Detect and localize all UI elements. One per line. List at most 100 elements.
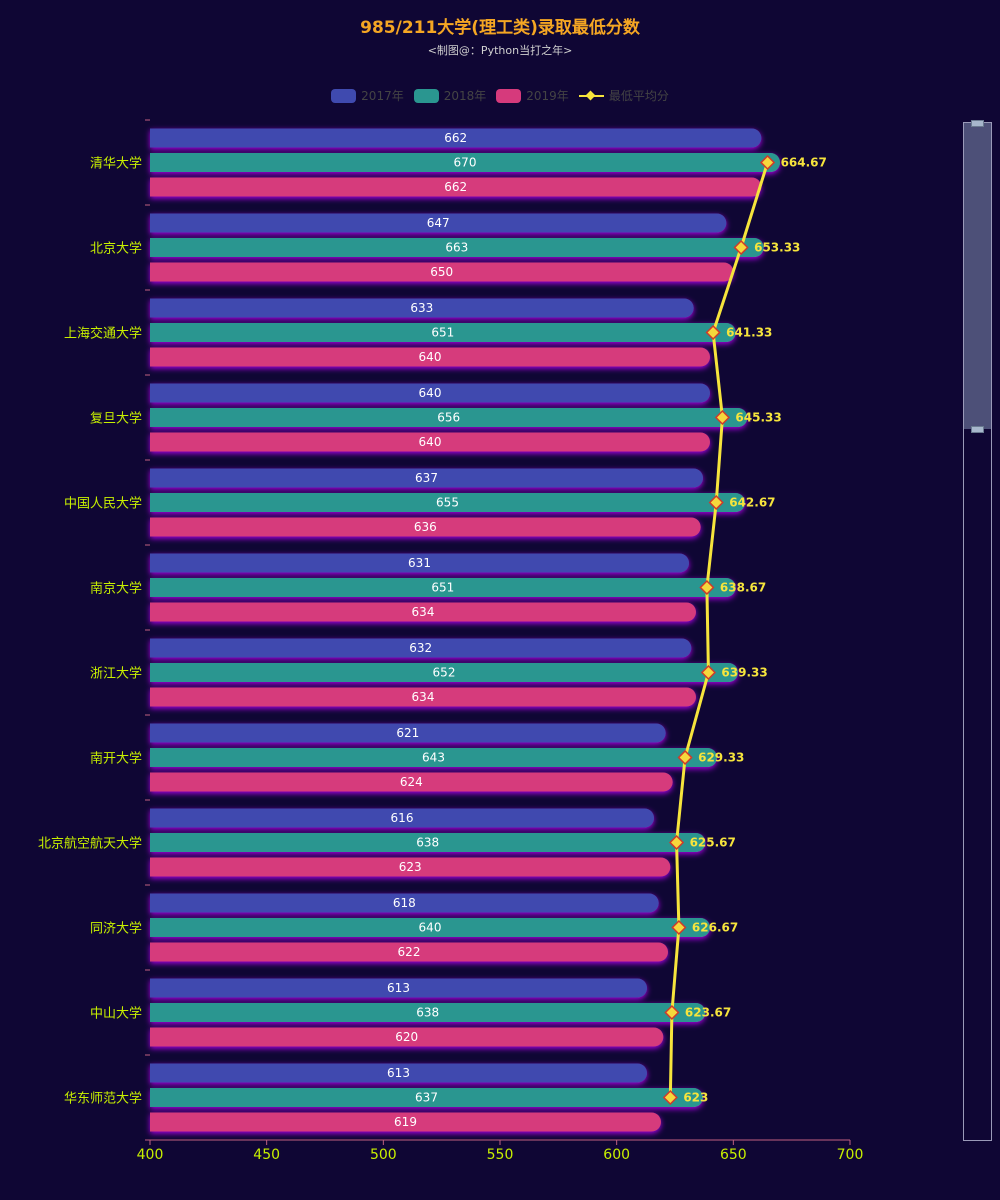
average-point[interactable] (705, 324, 721, 341)
datazoom-selected-range[interactable] (964, 123, 991, 429)
bar-value-label: 640 (419, 435, 442, 449)
bar[interactable] (150, 213, 727, 233)
category-label: 北京航空航天大学 (38, 836, 142, 852)
bar[interactable] (150, 383, 710, 403)
bar[interactable] (150, 687, 696, 707)
legend-item-2019[interactable]: 2019年 (496, 87, 569, 104)
bar-value-label: 640 (419, 350, 442, 364)
bar[interactable] (150, 177, 762, 197)
average-point[interactable] (733, 239, 749, 256)
legend-item-average[interactable]: 最低平均分 (578, 87, 669, 104)
average-value-label: 642.67 (729, 496, 775, 510)
bar[interactable] (150, 663, 738, 682)
average-point[interactable] (714, 409, 730, 426)
bar[interactable] (150, 833, 706, 852)
bar[interactable] (150, 723, 666, 743)
bar[interactable] (150, 978, 647, 998)
average-point[interactable] (677, 749, 693, 766)
legend-label-average: 最低平均分 (608, 89, 669, 103)
average-value-label: 638.67 (720, 581, 766, 595)
bar[interactable] (150, 128, 762, 148)
bar-value-label: 655 (436, 496, 459, 510)
legend: 2017年 2018年 2019年 最低平均分 (0, 87, 1000, 104)
bar[interactable] (150, 323, 736, 342)
bar-value-label: 662 (444, 180, 467, 194)
x-tick-label: 700 (837, 1147, 864, 1163)
average-value-label: 664.67 (781, 156, 827, 170)
datazoom-handle-bottom[interactable] (971, 426, 984, 433)
bar-value-label: 652 (433, 666, 456, 680)
legend-label-2019: 2019年 (526, 89, 569, 103)
bar[interactable] (150, 942, 668, 962)
bar-value-label: 613 (387, 981, 410, 995)
legend-item-2017[interactable]: 2017年 (331, 87, 404, 104)
bar[interactable] (150, 808, 654, 828)
average-point[interactable] (671, 919, 687, 936)
bar[interactable] (150, 1003, 706, 1022)
bar[interactable] (150, 893, 659, 913)
average-value-label: 625.67 (690, 836, 736, 850)
bar[interactable] (150, 517, 701, 537)
bar[interactable] (150, 238, 764, 257)
bar[interactable] (150, 578, 736, 597)
bar[interactable] (150, 493, 745, 512)
bar[interactable] (150, 262, 734, 282)
bar[interactable] (150, 748, 717, 767)
bar[interactable] (150, 918, 710, 937)
bar-value-label: 624 (400, 775, 423, 789)
bar-value-label: 613 (387, 1066, 410, 1080)
bar[interactable] (150, 408, 748, 427)
average-point[interactable] (662, 1089, 678, 1106)
bar[interactable] (150, 298, 694, 318)
category-label: 北京大学 (90, 241, 142, 257)
average-line (668, 162, 769, 1098)
average-value-label: 623 (683, 1091, 708, 1105)
category-label: 复旦大学 (90, 411, 142, 427)
bar[interactable] (150, 1027, 664, 1047)
datazoom-slider[interactable] (963, 120, 992, 1141)
bar[interactable] (150, 857, 671, 877)
bar-value-label: 662 (444, 131, 467, 145)
chart-title: 985/211大学(理工类)录取最低分数 (360, 18, 640, 38)
x-tick-label: 500 (370, 1147, 397, 1163)
bar[interactable] (150, 1088, 703, 1107)
datazoom-handle-top[interactable] (971, 120, 984, 127)
bar[interactable] (150, 638, 692, 658)
bar-value-label: 650 (430, 265, 453, 279)
x-tick-label: 450 (253, 1147, 280, 1163)
average-point[interactable] (760, 154, 776, 171)
category-label: 华东师范大学 (64, 1091, 142, 1107)
bar-value-label: 640 (419, 386, 442, 400)
bar-value-label: 638 (416, 1006, 439, 1020)
bar[interactable] (150, 553, 689, 573)
bar[interactable] (150, 468, 703, 488)
bar[interactable] (150, 347, 710, 367)
bar-value-label: 634 (412, 605, 435, 619)
bar[interactable] (150, 432, 710, 452)
legend-item-2018[interactable]: 2018年 (413, 87, 486, 104)
bar-value-label: 622 (398, 945, 421, 959)
legend-swatch-2018 (413, 88, 439, 103)
bar-value-label: 647 (427, 216, 450, 230)
average-value-label: 623.67 (685, 1006, 731, 1020)
average-point[interactable] (700, 664, 716, 681)
bar[interactable] (150, 602, 696, 622)
average-value-label: 641.33 (726, 326, 772, 340)
average-point[interactable] (669, 834, 685, 851)
bar[interactable] (150, 1112, 661, 1132)
bar-value-label: 663 (445, 241, 468, 255)
average-point[interactable] (664, 1004, 680, 1021)
bar[interactable] (150, 153, 780, 172)
average-point[interactable] (708, 494, 724, 511)
average-point[interactable] (699, 579, 715, 596)
bar[interactable] (150, 1063, 647, 1083)
bar-value-label: 621 (396, 726, 419, 740)
bar-value-label: 651 (431, 581, 454, 595)
category-label: 南京大学 (90, 581, 142, 597)
category-label: 浙江大学 (90, 666, 142, 682)
bar[interactable] (150, 772, 673, 792)
bar-value-label: 640 (419, 921, 442, 935)
bar-value-label: 651 (431, 326, 454, 340)
bar-value-label: 636 (414, 520, 437, 534)
